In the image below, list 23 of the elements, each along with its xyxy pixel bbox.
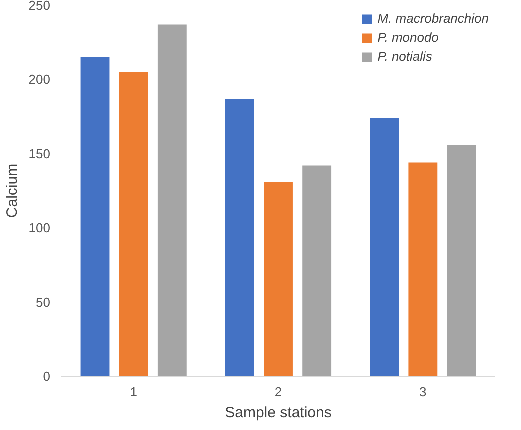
bar <box>302 166 332 376</box>
bar <box>264 182 293 376</box>
bar <box>119 72 148 376</box>
bar <box>225 98 254 376</box>
bar <box>158 24 187 376</box>
bar <box>370 118 400 376</box>
legend-label: M. macrobranchion <box>378 11 489 26</box>
x-tick-label: 1 <box>130 384 138 400</box>
bar <box>408 162 438 376</box>
x-tick-label: 2 <box>274 384 282 400</box>
bar <box>447 144 476 376</box>
y-tick-label: 250 <box>28 0 51 13</box>
y-tick-label: 0 <box>43 369 51 384</box>
y-axis-title: Calcium <box>4 164 21 218</box>
y-tick-label: 50 <box>36 294 51 310</box>
bar <box>80 57 110 376</box>
x-tick-label: 3 <box>420 384 427 400</box>
y-tick-label: 200 <box>28 72 51 88</box>
legend-label: P. notialis <box>378 49 432 64</box>
y-tick-label: 150 <box>28 146 51 162</box>
legend-label: P. monodo <box>378 30 439 45</box>
x-axis-title: Sample stations <box>225 404 332 422</box>
y-tick-label: 100 <box>28 220 51 236</box>
